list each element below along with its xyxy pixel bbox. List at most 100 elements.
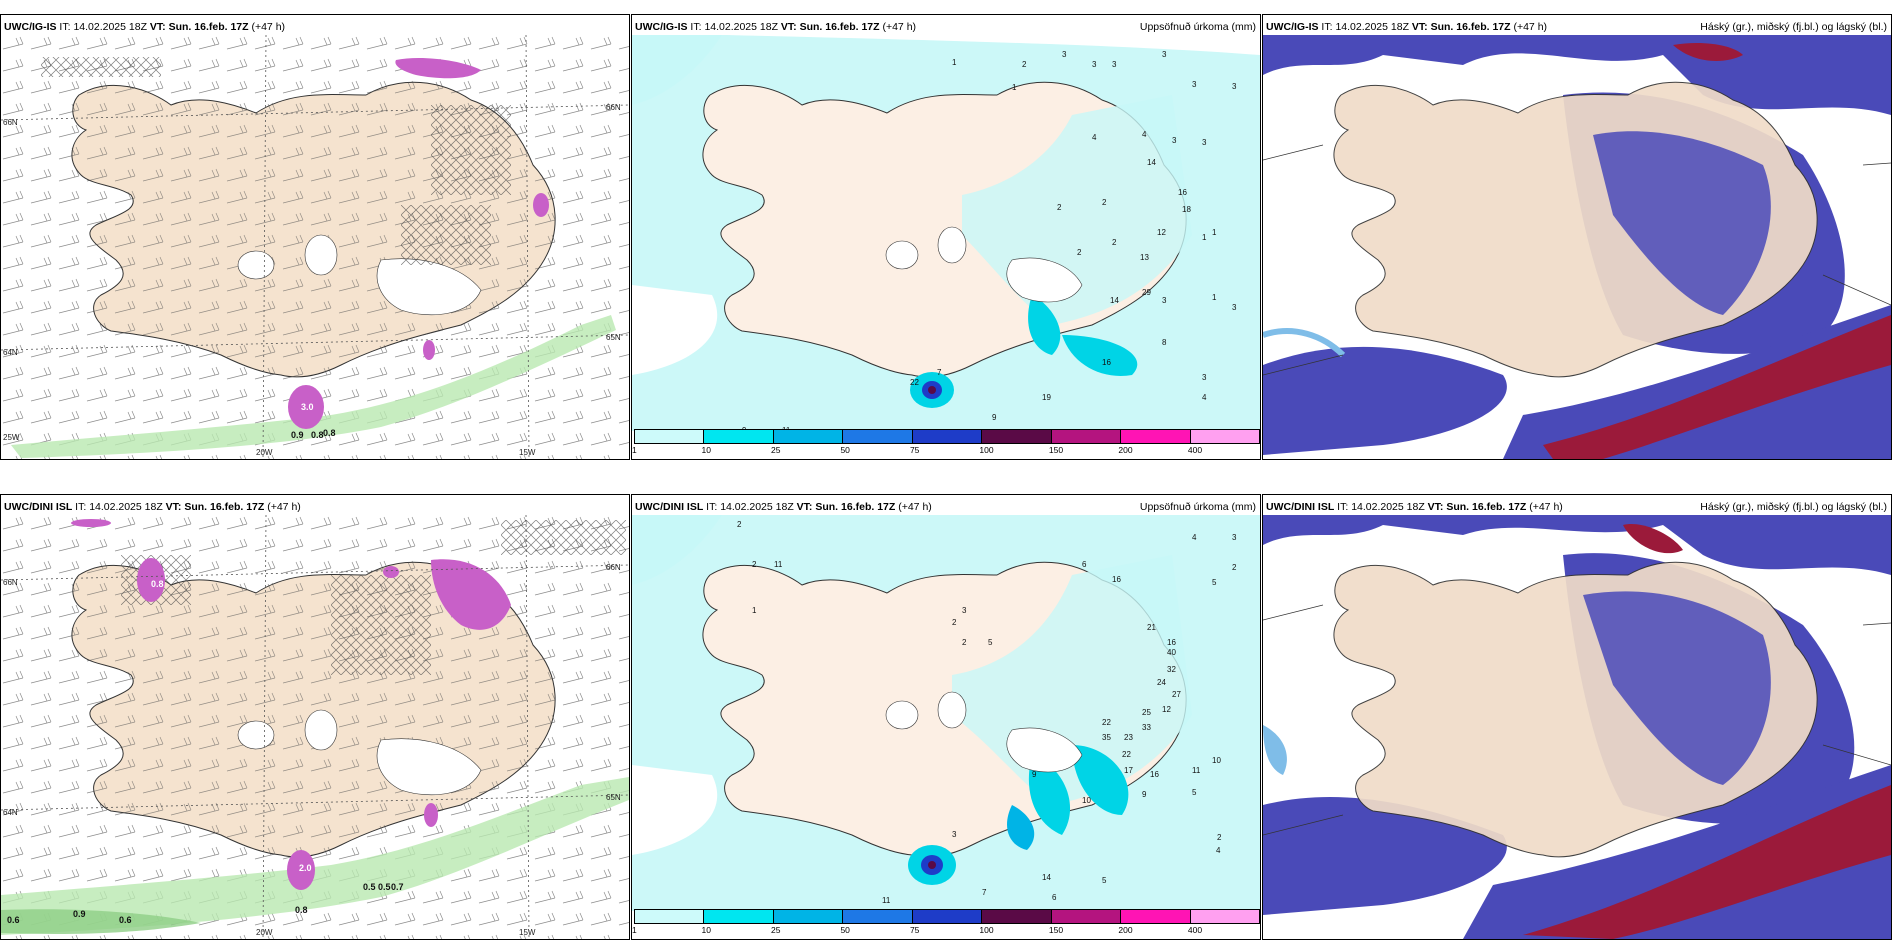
- svg-text:5: 5: [1192, 788, 1197, 797]
- svg-text:2: 2: [1022, 60, 1027, 69]
- svg-text:32: 32: [1167, 665, 1176, 674]
- value-label: 0.9: [291, 430, 304, 440]
- colorbar-tick: 150: [1048, 445, 1064, 455]
- colorbar-box: [1051, 430, 1122, 443]
- valid-time: Sun. 16.feb. 17Z: [799, 21, 880, 33]
- vt-prefix: VT:: [1411, 21, 1428, 33]
- svg-text:3: 3: [1232, 303, 1237, 312]
- value-label: 0.7: [391, 882, 404, 892]
- value-label: 0.5: [363, 882, 376, 892]
- precip-panel-bottom: UWC/DINI ISL IT: 14.02.2025 18Z VT: Sun.…: [631, 494, 1261, 940]
- svg-text:10: 10: [1082, 796, 1091, 805]
- cloud-panel-bottom: UWC/DINI ISL IT: 14.02.2025 18Z VT: Sun.…: [1262, 494, 1892, 940]
- svg-text:2: 2: [1232, 563, 1237, 572]
- colorbar-box: [843, 910, 913, 923]
- svg-text:22: 22: [910, 378, 919, 387]
- svg-text:3: 3: [952, 830, 957, 839]
- panel-header: UWC/DINI ISL IT: 14.02.2025 18Z VT: Sun.…: [1266, 500, 1887, 514]
- svg-text:1: 1: [1212, 228, 1217, 237]
- cloud-light-edge: [1263, 328, 1346, 358]
- colorbar-tick: 1: [632, 445, 637, 455]
- weather-map: 66N 64N 66N 65N 25W 20W 15W 0.9 0.8 0.8 …: [1, 35, 629, 459]
- cloud-high-area: [1263, 515, 1891, 575]
- svg-text:9: 9: [1142, 790, 1147, 799]
- colorbar-box: [843, 430, 913, 443]
- svg-text:6: 6: [1082, 560, 1087, 569]
- cloud-low-area: [1543, 315, 1891, 459]
- it-prefix: IT:: [59, 21, 71, 33]
- lat-label: 64N: [3, 808, 18, 817]
- panel-header: UWC/IG-IS IT: 14.02.2025 18Z VT: Sun. 16…: [4, 20, 625, 34]
- colorbar-tick: 100: [979, 925, 994, 935]
- svg-text:19: 19: [1042, 393, 1051, 402]
- init-time: 14.02.2025 18Z: [73, 21, 147, 33]
- colorbar-box: [635, 430, 705, 443]
- colorbar-tick: 25: [770, 925, 781, 935]
- colorbar-box: [1190, 910, 1259, 923]
- valid-time: Sun. 16.feb. 17Z: [1446, 501, 1527, 513]
- svg-text:35: 35: [1102, 733, 1111, 742]
- colorbar-tick: 10: [701, 925, 711, 935]
- panel-header: UWC/IG-IS IT: 14.02.2025 18Z VT: Sun. 16…: [1266, 20, 1887, 34]
- valid-time: Sun. 16.feb. 17Z: [1430, 21, 1511, 33]
- svg-text:17: 17: [1124, 766, 1133, 775]
- lon-label: 20W: [256, 448, 273, 457]
- svg-text:4: 4: [1192, 533, 1197, 542]
- model-name: UWC/DINI ISL: [1266, 501, 1335, 513]
- svg-text:22: 22: [1102, 718, 1111, 727]
- vt-prefix: VT:: [1427, 501, 1444, 513]
- svg-text:3: 3: [1232, 533, 1237, 542]
- svg-text:1: 1: [952, 58, 957, 67]
- field-title: Háský (gr.), miðský (fj.bl.) og lágský (…: [1700, 21, 1887, 33]
- value-label: 0.8: [311, 430, 324, 440]
- svg-text:16: 16: [1112, 575, 1121, 584]
- snow-blob: [431, 559, 511, 630]
- lead-time: (+47 h): [898, 501, 932, 513]
- svg-text:11: 11: [882, 896, 891, 905]
- svg-text:27: 27: [1172, 690, 1181, 699]
- panel-header: UWC/IG-IS IT: 14.02.2025 18Z VT: Sun. 16…: [635, 20, 1256, 34]
- cloud-light-edge: [1263, 725, 1287, 775]
- snow-blob: [395, 58, 481, 79]
- svg-text:3: 3: [1172, 136, 1177, 145]
- svg-text:12: 12: [1162, 705, 1171, 714]
- svg-text:29: 29: [1142, 288, 1151, 297]
- svg-text:3: 3: [1162, 296, 1167, 305]
- vt-prefix: VT:: [796, 501, 813, 513]
- svg-text:3: 3: [1092, 60, 1097, 69]
- svg-text:25: 25: [1142, 708, 1151, 717]
- field-title: Háský (gr.), miðský (fj.bl.) og lágský (…: [1700, 501, 1887, 513]
- svg-text:2: 2: [952, 618, 957, 627]
- colorbar-tick: 75: [909, 925, 920, 935]
- lat-label: 66N: [3, 118, 18, 127]
- svg-text:2: 2: [1217, 833, 1222, 842]
- lon-label: 25W: [3, 433, 20, 442]
- svg-text:4: 4: [1142, 130, 1147, 139]
- svg-text:11: 11: [782, 426, 791, 431]
- svg-text:2: 2: [1077, 248, 1082, 257]
- svg-text:2: 2: [1112, 238, 1117, 247]
- valid-time: Sun. 16.feb. 17Z: [168, 21, 249, 33]
- colorbar-tick: 200: [1118, 925, 1133, 935]
- svg-text:16: 16: [1150, 770, 1159, 779]
- lon-label: 15W: [519, 448, 536, 457]
- precip-mid-area: [1028, 755, 1071, 835]
- lead-time: (+47 h): [882, 21, 917, 33]
- svg-text:16: 16: [1178, 188, 1187, 197]
- svg-text:6: 6: [1052, 893, 1057, 902]
- svg-text:9: 9: [742, 426, 747, 431]
- cloud-map: [1263, 35, 1891, 459]
- colorbar-box: [1051, 910, 1122, 923]
- value-label: 0.8: [151, 579, 164, 589]
- svg-text:3: 3: [1202, 138, 1207, 147]
- wave-band: [1, 777, 629, 935]
- svg-text:4: 4: [1202, 393, 1207, 402]
- cloud-panel-top: UWC/IG-IS IT: 14.02.2025 18Z VT: Sun. 16…: [1262, 14, 1892, 460]
- svg-text:4: 4: [1216, 846, 1221, 855]
- svg-text:22: 22: [1122, 750, 1131, 759]
- svg-text:2: 2: [737, 520, 742, 529]
- lat-label: 64N: [3, 348, 18, 357]
- svg-text:21: 21: [1147, 623, 1156, 632]
- valid-time: Sun. 16.feb. 17Z: [184, 501, 265, 513]
- lat-label: 65N: [606, 793, 621, 802]
